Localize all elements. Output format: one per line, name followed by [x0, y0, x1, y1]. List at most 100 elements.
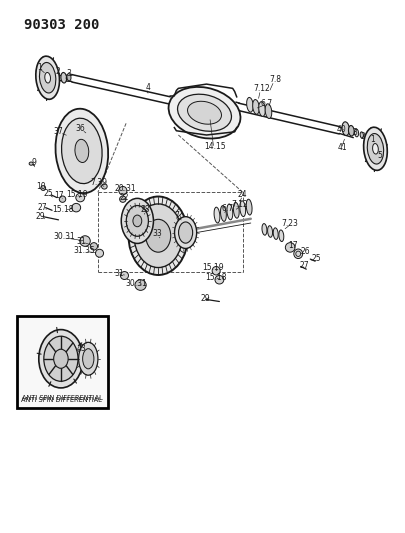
Text: 25: 25 [43, 189, 53, 198]
Ellipse shape [79, 342, 98, 375]
Ellipse shape [39, 62, 56, 93]
Text: 7.23: 7.23 [282, 219, 298, 228]
Ellipse shape [262, 223, 267, 235]
Ellipse shape [61, 72, 66, 83]
Text: 30.31: 30.31 [53, 232, 75, 241]
Ellipse shape [39, 329, 83, 388]
Ellipse shape [227, 204, 233, 220]
Text: 31: 31 [76, 237, 86, 246]
Ellipse shape [59, 196, 66, 203]
Ellipse shape [45, 72, 51, 83]
Ellipse shape [36, 56, 60, 99]
Text: 7.39: 7.39 [90, 177, 107, 187]
Ellipse shape [119, 187, 127, 195]
Ellipse shape [246, 199, 252, 215]
Text: 7: 7 [174, 211, 179, 220]
Text: 3: 3 [352, 128, 357, 138]
Text: ANTI SPIN DIFFERENTIAL: ANTI SPIN DIFFERENTIAL [21, 397, 101, 403]
Ellipse shape [119, 196, 126, 203]
Ellipse shape [41, 185, 46, 190]
Ellipse shape [102, 184, 107, 189]
Ellipse shape [214, 207, 220, 223]
Ellipse shape [188, 101, 222, 124]
Text: 1: 1 [37, 63, 42, 72]
Text: 3: 3 [66, 69, 71, 78]
Ellipse shape [126, 206, 148, 236]
Ellipse shape [259, 102, 265, 116]
Text: 30.31: 30.31 [126, 279, 147, 288]
Ellipse shape [90, 243, 98, 250]
Text: 26: 26 [301, 247, 310, 256]
Text: 14.15: 14.15 [204, 142, 225, 151]
Ellipse shape [273, 228, 278, 239]
Ellipse shape [177, 94, 232, 131]
Text: 6.7: 6.7 [261, 99, 273, 108]
Text: 33: 33 [153, 229, 162, 238]
Text: 2: 2 [360, 132, 365, 141]
Ellipse shape [80, 236, 90, 246]
Ellipse shape [367, 134, 384, 164]
Text: 17: 17 [289, 241, 298, 250]
Text: 15.19: 15.19 [66, 190, 88, 199]
Ellipse shape [75, 139, 89, 163]
Text: 43: 43 [76, 344, 86, 353]
Text: 6.7: 6.7 [222, 204, 234, 213]
Ellipse shape [253, 100, 259, 114]
Text: 7.12: 7.12 [231, 200, 248, 209]
Text: 10: 10 [36, 182, 46, 191]
Text: 9: 9 [31, 158, 36, 167]
Text: 15.19: 15.19 [202, 263, 224, 272]
Text: 15.18: 15.18 [205, 272, 227, 281]
Text: 36: 36 [75, 124, 85, 133]
Ellipse shape [44, 336, 78, 381]
Ellipse shape [354, 129, 358, 137]
Ellipse shape [146, 219, 171, 252]
Text: 27: 27 [300, 262, 309, 270]
Text: 40: 40 [337, 125, 346, 134]
Ellipse shape [72, 204, 81, 212]
Ellipse shape [220, 206, 226, 221]
Ellipse shape [212, 266, 220, 275]
Text: 29: 29 [201, 294, 211, 303]
Text: 90303 200: 90303 200 [23, 18, 99, 33]
Text: ANTI SPIN DIFFERENTIAL: ANTI SPIN DIFFERENTIAL [22, 395, 103, 401]
Text: 5: 5 [377, 151, 382, 160]
Ellipse shape [364, 127, 387, 171]
Text: 20.31: 20.31 [115, 183, 136, 192]
Ellipse shape [120, 271, 128, 279]
Ellipse shape [215, 276, 224, 284]
Text: 15.18: 15.18 [53, 205, 74, 214]
Text: 28: 28 [141, 205, 150, 214]
Text: 7.12: 7.12 [253, 84, 270, 93]
Ellipse shape [233, 203, 239, 218]
Text: 41: 41 [338, 143, 347, 152]
Ellipse shape [83, 349, 94, 369]
Text: 17: 17 [55, 191, 64, 200]
Text: 29: 29 [35, 212, 45, 221]
Text: 27: 27 [38, 203, 47, 212]
Text: 22: 22 [120, 193, 129, 202]
Ellipse shape [348, 125, 354, 136]
Text: 25: 25 [311, 254, 321, 263]
Text: 31.35: 31.35 [73, 246, 95, 255]
Ellipse shape [268, 225, 273, 237]
Ellipse shape [175, 216, 197, 248]
Text: 4: 4 [146, 83, 151, 92]
Ellipse shape [294, 249, 303, 259]
Bar [17, 317, 109, 408]
Ellipse shape [265, 104, 272, 118]
Ellipse shape [373, 143, 378, 154]
Text: 37: 37 [53, 127, 63, 136]
Ellipse shape [67, 74, 71, 81]
Text: 2: 2 [55, 67, 60, 76]
Text: 7.8: 7.8 [269, 75, 281, 84]
Ellipse shape [54, 349, 68, 368]
Ellipse shape [133, 215, 142, 227]
Ellipse shape [76, 193, 85, 202]
Ellipse shape [128, 197, 188, 275]
Text: 24: 24 [237, 190, 247, 199]
Text: 31: 31 [115, 269, 124, 278]
Ellipse shape [135, 280, 146, 290]
Ellipse shape [55, 109, 108, 193]
Text: 1: 1 [370, 135, 375, 144]
